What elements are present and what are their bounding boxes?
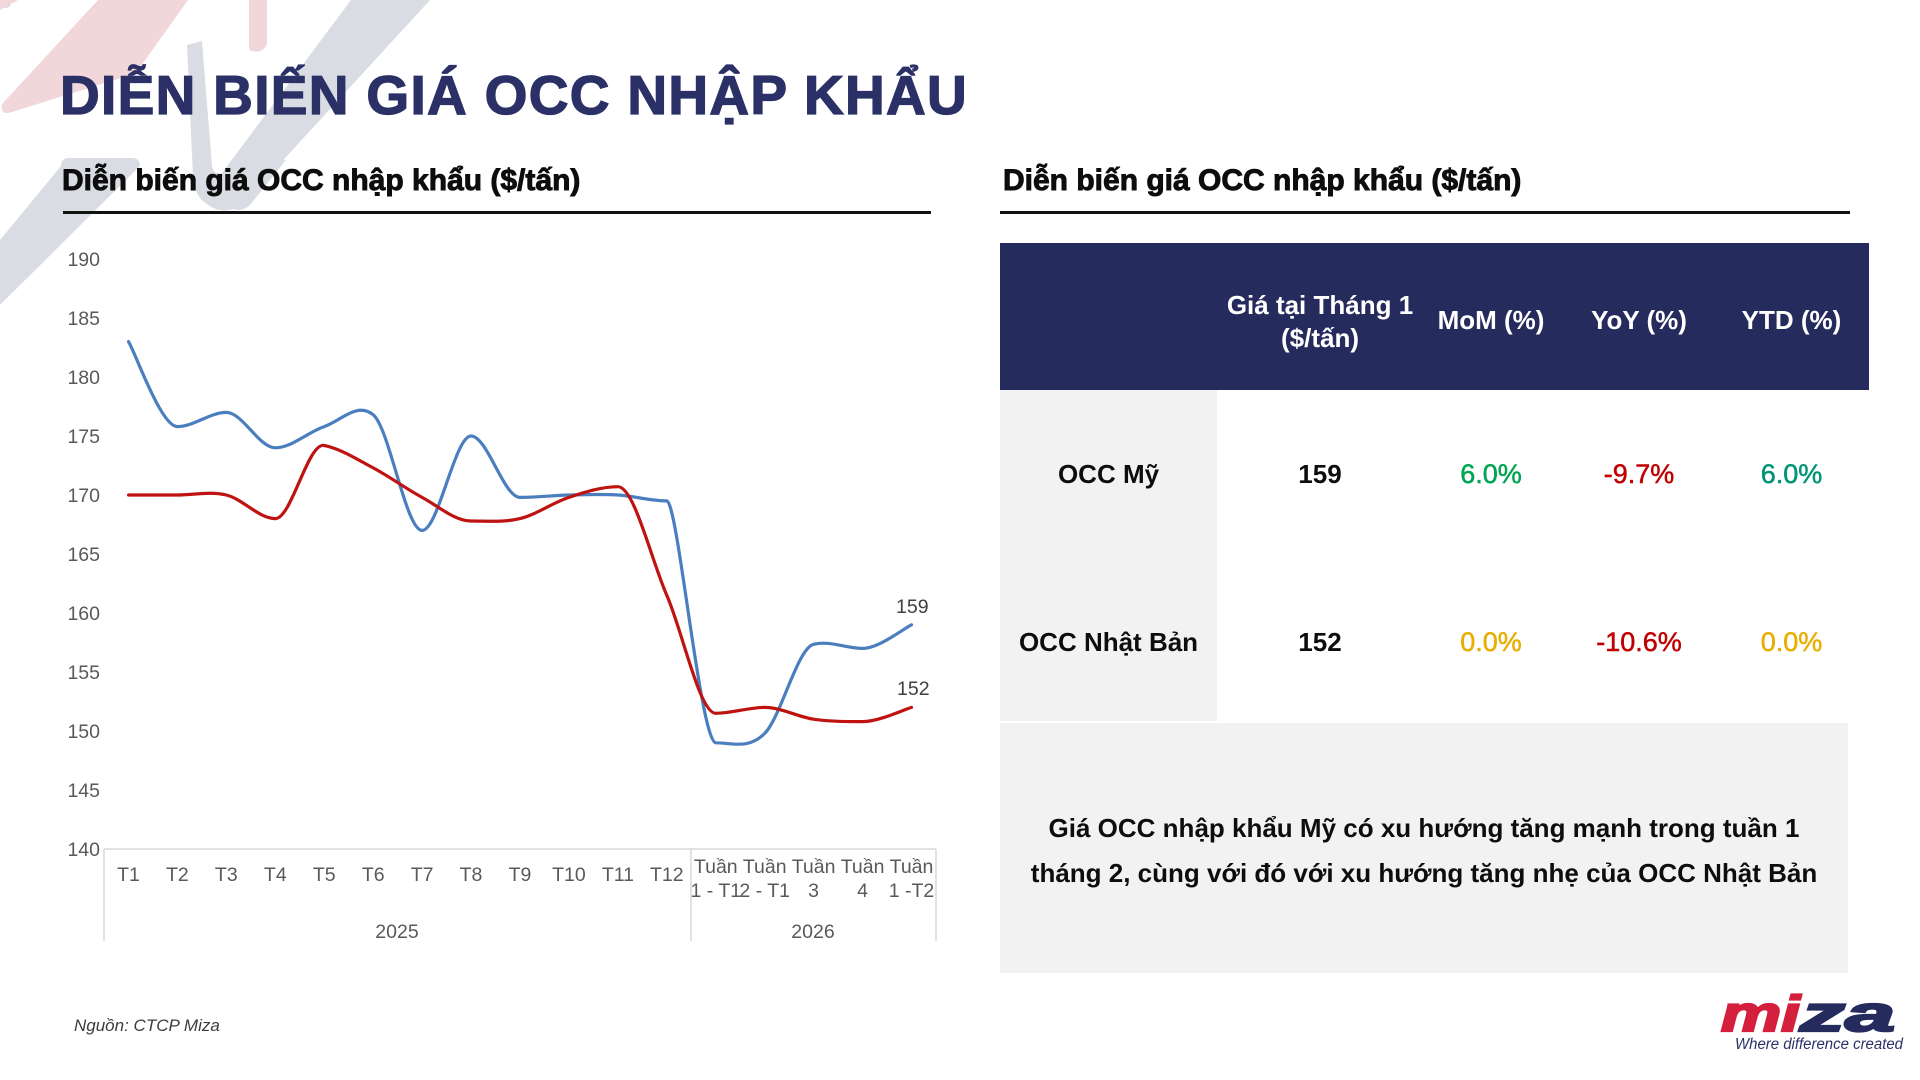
svg-text:150: 150 xyxy=(67,721,100,743)
svg-text:2 - T1: 2 - T1 xyxy=(739,880,790,902)
svg-text:T2: T2 xyxy=(166,864,189,886)
svg-text:Tuần: Tuần xyxy=(841,856,885,878)
svg-text:T9: T9 xyxy=(509,864,532,886)
svg-text:3: 3 xyxy=(808,880,819,902)
svg-text:190: 190 xyxy=(67,249,100,271)
svg-text:mi: mi xyxy=(1721,986,1801,1042)
svg-text:175: 175 xyxy=(67,426,100,448)
svg-text:1 -T2: 1 -T2 xyxy=(889,880,935,902)
svg-text:T4: T4 xyxy=(264,864,287,886)
svg-text:180: 180 xyxy=(67,367,100,389)
svg-text:Tuần: Tuần xyxy=(792,856,836,878)
svg-text:T5: T5 xyxy=(313,864,336,886)
svg-text:T12: T12 xyxy=(650,864,684,886)
svg-text:140: 140 xyxy=(67,839,100,861)
svg-text:160: 160 xyxy=(67,603,100,625)
svg-text:185: 185 xyxy=(67,308,100,330)
svg-text:T7: T7 xyxy=(411,864,434,886)
svg-text:145: 145 xyxy=(67,780,100,802)
svg-text:159: 159 xyxy=(896,596,929,618)
svg-text:T8: T8 xyxy=(460,864,483,886)
svg-text:Tuần: Tuần xyxy=(694,856,738,878)
svg-text:Tuần: Tuần xyxy=(890,856,934,878)
svg-text:4: 4 xyxy=(857,880,868,902)
svg-text:165: 165 xyxy=(67,544,100,566)
svg-text:T6: T6 xyxy=(362,864,385,886)
svg-text:2026: 2026 xyxy=(791,921,834,943)
svg-text:170: 170 xyxy=(67,485,100,507)
svg-text:T3: T3 xyxy=(215,864,238,886)
svg-text:Where difference created: Where difference created xyxy=(1735,1036,1904,1053)
svg-text:T10: T10 xyxy=(552,864,586,886)
svg-text:za: za xyxy=(1798,986,1895,1042)
svg-text:T1: T1 xyxy=(117,864,140,886)
svg-text:2025: 2025 xyxy=(375,921,419,943)
svg-text:152: 152 xyxy=(897,678,930,700)
svg-text:1 - T1: 1 - T1 xyxy=(691,880,742,902)
svg-text:Tuần: Tuần xyxy=(743,856,787,878)
svg-text:T11: T11 xyxy=(602,864,634,886)
svg-text:155: 155 xyxy=(67,662,100,684)
